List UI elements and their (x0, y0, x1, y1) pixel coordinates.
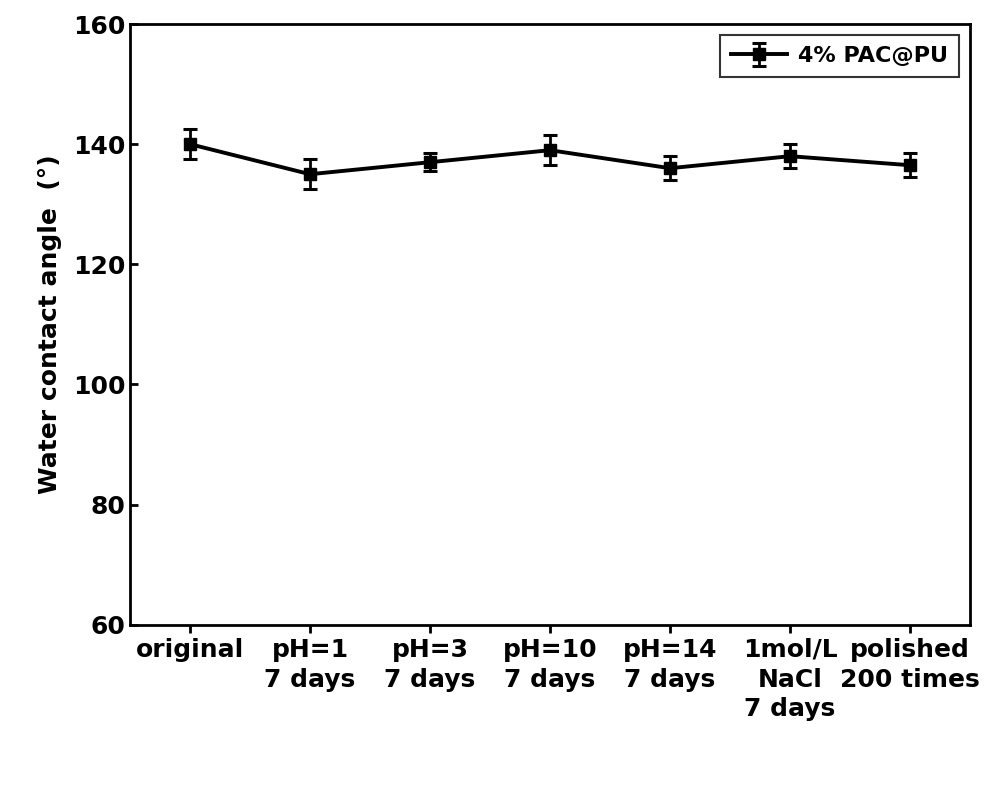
Legend: 4% PAC@PU: 4% PAC@PU (720, 35, 959, 78)
Y-axis label: Water contact angle  (°): Water contact angle (°) (38, 155, 62, 494)
